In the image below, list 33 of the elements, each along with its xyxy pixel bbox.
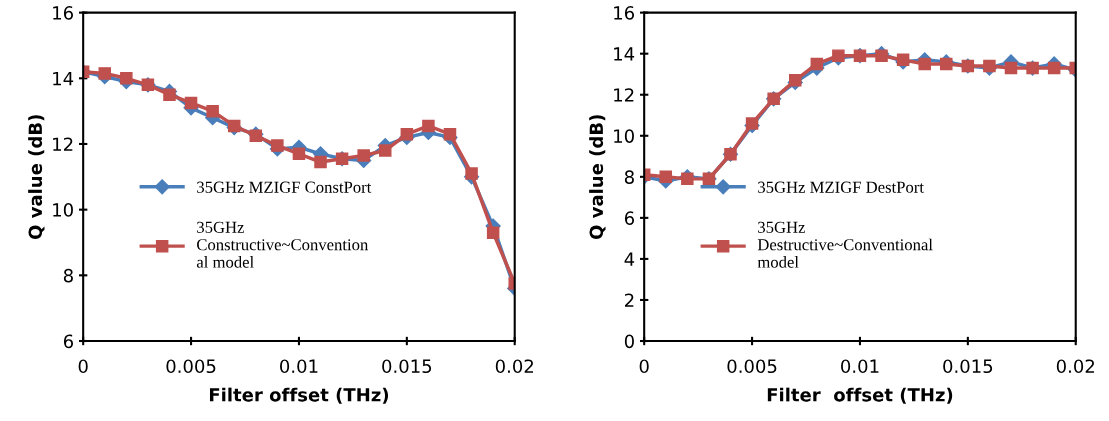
y-tick-label: 12 <box>53 137 73 151</box>
legend-label: 35GHz MZIGF DestPort <box>758 181 924 193</box>
x-tick-label: 0.005 <box>166 359 216 374</box>
x-tick-label: 0 <box>78 359 88 374</box>
x-axis-title: Filter offset (THz) <box>209 387 389 404</box>
legend-label: 35GHz Constructive~Convention al model <box>196 221 369 268</box>
y-tick-label: 14 <box>614 47 635 61</box>
x-tick-label: 0.01 <box>841 359 879 374</box>
x-tick-label: 0.015 <box>382 359 432 374</box>
y-tick-label: 6 <box>624 211 635 225</box>
x-tick-label: 0.015 <box>943 359 993 374</box>
x-tick-label: 0.02 <box>1056 359 1095 374</box>
y-tick-label: 2 <box>624 293 634 307</box>
y-axis-title: Q value (dB) <box>28 115 45 240</box>
x-tick-label: 0.02 <box>495 359 534 374</box>
y-tick-label: 10 <box>53 203 73 217</box>
legend-label: 35GHz MZIGF ConstPort <box>197 181 372 193</box>
y-tick-label: 0 <box>624 334 634 349</box>
x-tick-label: 0.01 <box>280 359 318 374</box>
y-tick-label: 10 <box>614 129 634 143</box>
y-tick-label: 16 <box>53 6 74 20</box>
y-axis-title: Q value (dB) <box>589 115 606 240</box>
y-tick-label: 6 <box>63 334 74 349</box>
legend-label: 35GHz Destructive~Conventional model <box>757 221 933 268</box>
y-tick-label: 8 <box>624 170 634 184</box>
x-tick-label: 0.005 <box>727 359 777 374</box>
y-tick-label: 12 <box>614 88 634 102</box>
x-tick-label: 0 <box>639 359 649 374</box>
y-tick-label: 16 <box>614 6 635 20</box>
y-tick-label: 4 <box>624 252 635 266</box>
y-tick-label: 8 <box>63 268 73 283</box>
x-axis-title: Filter offset (THz) <box>767 387 953 404</box>
y-tick-label: 14 <box>53 72 74 86</box>
